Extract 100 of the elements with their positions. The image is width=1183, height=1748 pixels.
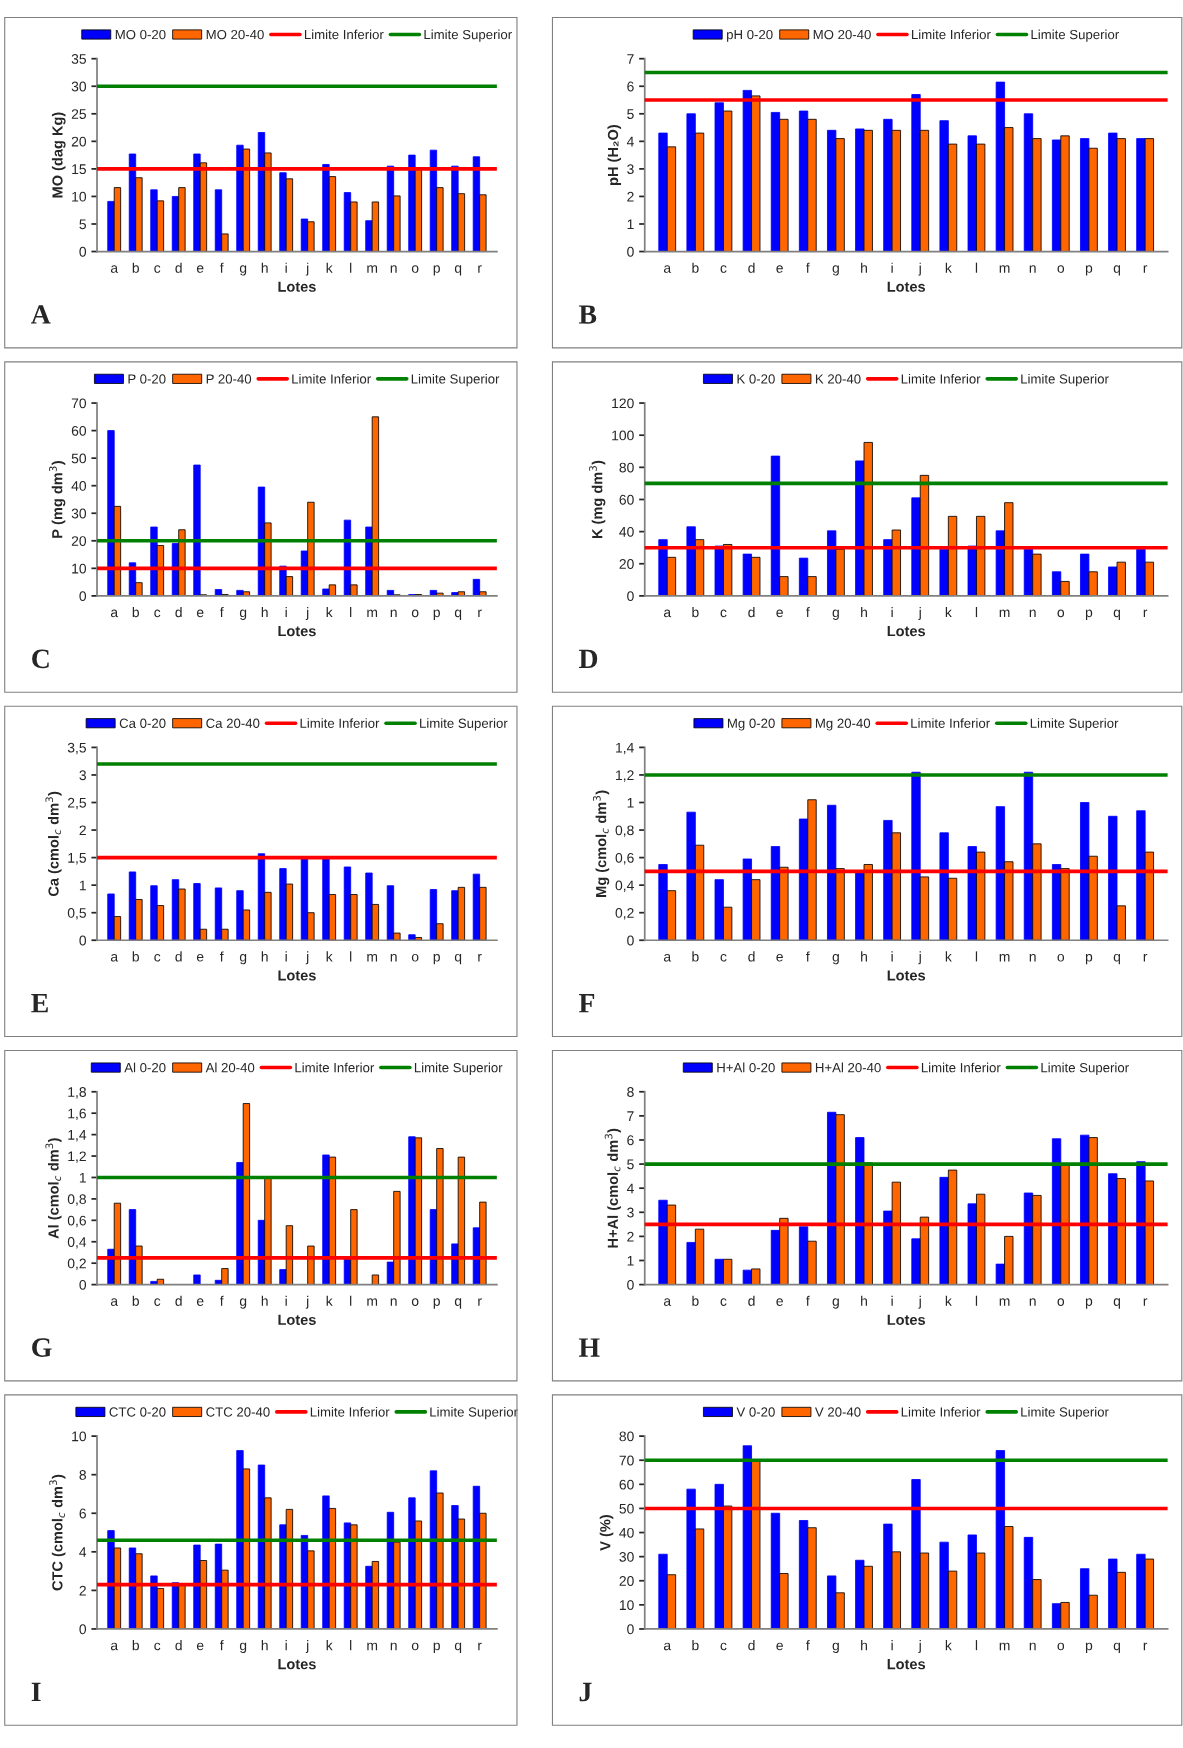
x-tick-label: p bbox=[1085, 609, 1093, 620]
x-tick-label: p bbox=[433, 265, 440, 276]
x-tick-label: d bbox=[748, 951, 755, 962]
x-tick-label: p bbox=[433, 609, 440, 620]
x-tick-label: q bbox=[454, 1642, 462, 1654]
x-tick-label: d bbox=[175, 262, 182, 273]
y-axis-title: H+Al (cmol$_{c}$ dm$^{3}$) bbox=[604, 1128, 621, 1248]
x-tick-label: l bbox=[975, 1295, 978, 1306]
x-tick-label: m bbox=[367, 953, 378, 962]
text: B bbox=[578, 305, 597, 324]
x-tick-label: m bbox=[999, 1298, 1010, 1306]
x-axis-title: Lotes bbox=[278, 1314, 316, 1325]
x-tick-label: k bbox=[326, 951, 333, 962]
x-tick-label: r bbox=[478, 1642, 482, 1651]
y-tick-label: 2 bbox=[627, 191, 634, 202]
x-tick-label: d bbox=[748, 607, 755, 618]
y-tick-label: 35 bbox=[71, 54, 87, 64]
x-tick-label: l bbox=[975, 607, 978, 618]
y-tick-label: 5 bbox=[79, 219, 87, 230]
y-tick-label: 2 bbox=[79, 825, 86, 836]
y-tick-label: 40 bbox=[71, 481, 87, 491]
legend-label: Limite Inferior bbox=[310, 1406, 390, 1417]
x-tick-label: a bbox=[663, 609, 672, 618]
x-tick-label: e bbox=[776, 609, 783, 618]
x-tick-label: e bbox=[776, 265, 783, 273]
x-tick-label: b bbox=[692, 1295, 699, 1306]
y-tick-label: 2,5 bbox=[67, 797, 87, 810]
x-tick-label: b bbox=[132, 262, 139, 273]
y-tick-label: 0,4 bbox=[67, 1237, 87, 1249]
y-tick-label: 1 bbox=[79, 1172, 86, 1183]
y-tick-label: 5 bbox=[627, 1159, 634, 1170]
text: H bbox=[578, 1338, 600, 1357]
x-tick-label: r bbox=[1143, 1298, 1148, 1306]
x-tick-label: h bbox=[861, 1640, 867, 1651]
x-tick-label: r bbox=[1143, 1642, 1148, 1651]
legend-label: Limite Inferior bbox=[304, 29, 384, 40]
x-tick-label: i bbox=[891, 607, 893, 618]
legend-label: Al 0-20 bbox=[124, 1062, 166, 1073]
x-tick-label: q bbox=[454, 1298, 462, 1309]
y-tick-label: 1,2 bbox=[616, 770, 634, 782]
x-tick-label: n bbox=[1029, 1298, 1036, 1306]
y-tick-label: 6 bbox=[79, 1508, 86, 1519]
y-tick-label: 4 bbox=[626, 1183, 634, 1194]
x-tick-label: l bbox=[975, 262, 978, 273]
x-tick-label: i bbox=[891, 1295, 893, 1306]
x-tick-label: f bbox=[806, 607, 810, 618]
y-tick-label: 0,5 bbox=[67, 908, 87, 920]
x-tick-label: l bbox=[350, 1640, 352, 1651]
x-tick-label: b bbox=[132, 607, 139, 618]
x-tick-label: c bbox=[154, 609, 161, 618]
legend-label: Al 20-40 bbox=[205, 1062, 255, 1073]
y-tick-label: 30 bbox=[71, 81, 87, 92]
text: A bbox=[31, 305, 51, 324]
text: I bbox=[31, 1682, 41, 1702]
x-tick-label: e bbox=[776, 1298, 783, 1306]
x-tick-label: l bbox=[350, 1295, 352, 1306]
x-tick-label: m bbox=[367, 1642, 378, 1651]
x-tick-label: e bbox=[196, 265, 204, 273]
x-tick-label: r bbox=[478, 1298, 482, 1306]
x-tick-label: f bbox=[219, 1295, 224, 1306]
x-tick-label: l bbox=[350, 607, 352, 618]
x-tick-label: d bbox=[175, 951, 182, 962]
x-tick-label: j bbox=[305, 951, 309, 965]
y-tick-label: 0 bbox=[79, 1279, 87, 1290]
x-tick-label: a bbox=[110, 609, 119, 618]
x-tick-label: e bbox=[776, 1642, 783, 1651]
y-tick-label: 0 bbox=[627, 591, 634, 602]
x-tick-label: i bbox=[285, 951, 287, 962]
y-tick-label: 4 bbox=[79, 1547, 87, 1557]
x-tick-label: d bbox=[748, 1295, 755, 1306]
y-tick-label: 0 bbox=[627, 935, 634, 946]
x-tick-label: o bbox=[411, 953, 419, 962]
y-tick-label: 70 bbox=[71, 398, 87, 409]
x-tick-label: r bbox=[1143, 953, 1148, 962]
text: G bbox=[32, 1338, 52, 1357]
x-tick-label: p bbox=[1085, 953, 1093, 965]
x-tick-label: h bbox=[261, 1295, 268, 1306]
x-tick-label: q bbox=[1113, 609, 1120, 620]
x-tick-label: k bbox=[945, 607, 952, 618]
x-tick-label: c bbox=[154, 1642, 161, 1651]
y-tick-label: 25 bbox=[71, 109, 87, 119]
y-tick-label: 1,4 bbox=[68, 1130, 87, 1142]
x-tick-label: k bbox=[326, 1295, 333, 1306]
x-tick-label: h bbox=[861, 607, 867, 618]
legend-label: Limite Superior bbox=[1041, 1062, 1129, 1075]
x-tick-label: c bbox=[720, 265, 727, 273]
y-tick-label: 1,8 bbox=[68, 1087, 86, 1099]
x-tick-label: g bbox=[832, 1298, 839, 1309]
x-tick-label: c bbox=[720, 1642, 727, 1651]
x-tick-label: h bbox=[861, 951, 867, 962]
x-axis-title: Lotes bbox=[278, 281, 316, 292]
x-tick-label: j bbox=[305, 1295, 309, 1309]
x-tick-label: n bbox=[390, 609, 397, 618]
y-tick-label: 2 bbox=[79, 1585, 86, 1596]
x-tick-label: j bbox=[918, 1295, 921, 1309]
y-tick-label: 8 bbox=[79, 1470, 86, 1480]
x-tick-label: b bbox=[692, 951, 699, 962]
y-tick-label: 3,5 bbox=[67, 742, 87, 755]
x-tick-label: k bbox=[326, 262, 333, 273]
x-tick-label: r bbox=[478, 953, 482, 962]
